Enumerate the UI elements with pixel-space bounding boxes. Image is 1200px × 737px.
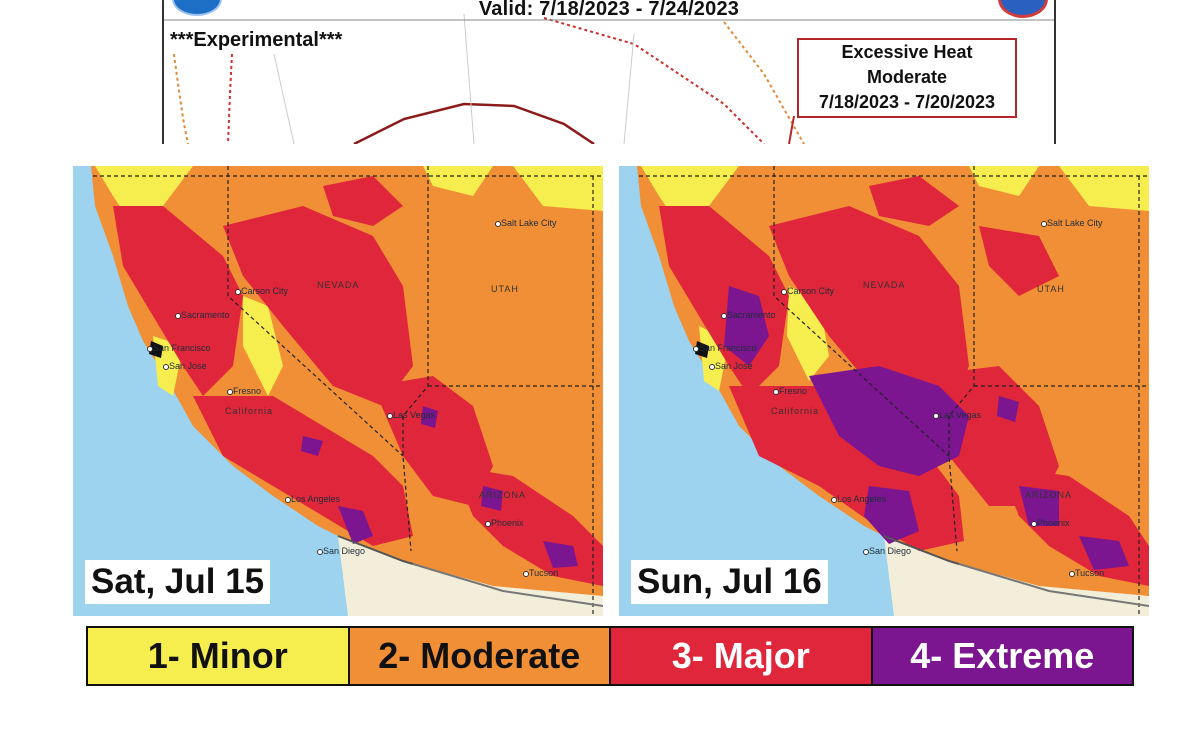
heat-box-dates: 7/18/2023 - 7/20/2023 <box>818 92 996 112</box>
valid-dates: Valid: 7/18/2023 - 7/24/2023 <box>478 0 740 20</box>
city-label: Las Vegas <box>932 410 982 420</box>
legend-item-minor: 1- Minor <box>88 628 350 684</box>
city-label: Salt Lake City <box>1041 218 1103 228</box>
heatrisk-map-graphic <box>619 166 1149 616</box>
heatrisk-map-graphic <box>73 166 603 616</box>
state-label: California <box>771 406 820 416</box>
heat-outlook-panel: Valid: 7/18/2023 - 7/24/2023 ***Experime… <box>162 0 1056 144</box>
map-date-label: Sun, Jul 16 <box>631 560 828 604</box>
city-label: Carson City <box>234 286 289 296</box>
city-label: San Diego <box>862 546 912 556</box>
state-label: NEVADA <box>863 280 906 290</box>
city-label: Phoenix <box>485 518 524 528</box>
city-label: Los Angeles <box>284 494 341 504</box>
heatrisk-map-sat: Salt Lake City Carson City Sacramento Sa… <box>73 166 603 616</box>
city-label: Tucson <box>522 568 559 578</box>
legend-item-major: 3- Major <box>611 628 873 684</box>
city-label: Las Vegas <box>386 410 436 420</box>
city-label: Los Angeles <box>830 494 887 504</box>
city-label: Sacramento <box>175 310 230 320</box>
state-label: UTAH <box>1037 284 1065 294</box>
heat-box-title: Excessive Heat <box>841 42 973 62</box>
heatrisk-legend: 1- Minor 2- Moderate 3- Major 4- Extreme <box>86 626 1134 686</box>
heatrisk-map-sun: Salt Lake City Carson City Sacramento Sa… <box>619 166 1149 616</box>
state-label: ARIZONA <box>1025 490 1073 500</box>
state-label: UTAH <box>491 284 519 294</box>
city-label: Fresno <box>226 386 262 396</box>
map-date-label: Sat, Jul 15 <box>85 560 271 604</box>
city-label: Salt Lake City <box>495 218 557 228</box>
state-label: ARIZONA <box>479 490 527 500</box>
city-label: San Francisco <box>147 343 211 353</box>
outlook-map-lines <box>164 13 1054 144</box>
city-label: San Jose <box>163 361 207 371</box>
heat-box-level: Moderate <box>866 67 947 87</box>
city-label: Sacramento <box>721 310 776 320</box>
excessive-heat-box: Excessive Heat Moderate 7/18/2023 - 7/20… <box>797 38 1017 118</box>
legend-item-extreme: 4- Extreme <box>872 628 1132 684</box>
legend-item-moderate: 2- Moderate <box>349 628 611 684</box>
city-label: San Diego <box>316 546 366 556</box>
state-label: NEVADA <box>317 280 360 290</box>
state-label: California <box>225 406 274 416</box>
city-label: Phoenix <box>1031 518 1070 528</box>
city-label: San Francisco <box>693 343 757 353</box>
city-label: Tucson <box>1068 568 1105 578</box>
city-label: San Jose <box>709 361 753 371</box>
city-label: Fresno <box>772 386 808 396</box>
experimental-label: ***Experimental*** <box>168 29 345 52</box>
city-label: Carson City <box>780 286 835 296</box>
